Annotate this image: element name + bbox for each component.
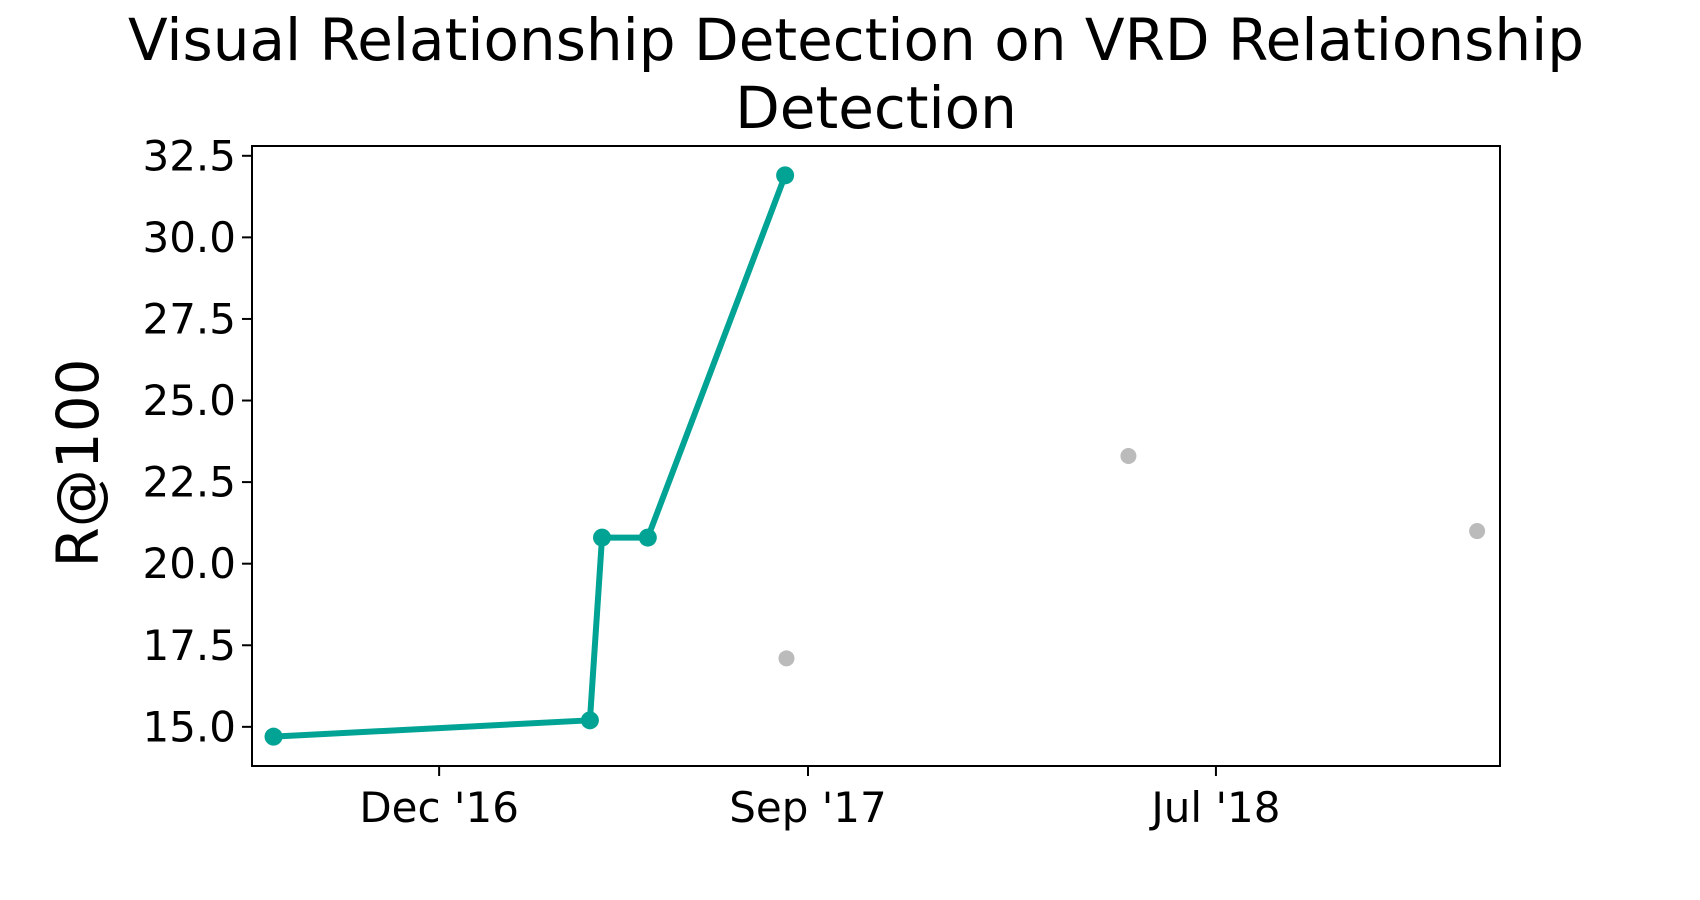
other-point: [778, 650, 795, 667]
x-tick-label: Dec '16: [359, 783, 519, 832]
y-tick-label: 30.0: [142, 213, 236, 262]
plot-area: 15.0 17.5 20.0 22.5 25.0 27.5 30.0 32.5 Dec '16 S…: [142, 131, 1501, 832]
y-tick-label: 25.0: [142, 376, 236, 425]
y-axis-label: R@100: [44, 358, 112, 567]
sota-line: [270, 172, 789, 740]
sota-point: [776, 166, 795, 185]
y-tick-label: 20.0: [142, 539, 236, 588]
sota-point: [638, 528, 657, 547]
y-tick-label: 15.0: [142, 702, 236, 751]
chart-title: Visual Relationship Detection on VRD Rel…: [128, 6, 1584, 142]
x-tick-label: Sep '17: [729, 783, 887, 832]
sota-point: [580, 711, 599, 730]
chart-title-line-1: Visual Relationship Detection on VRD Rel…: [128, 6, 1584, 74]
y-tick-label: 22.5: [142, 458, 236, 507]
other-point: [1469, 523, 1486, 540]
sota-point: [593, 528, 612, 547]
sota-point: [264, 727, 283, 746]
y-tick-label: 27.5: [142, 294, 236, 343]
x-tick-label: Jul '18: [1148, 783, 1280, 832]
y-tick-label: 17.5: [142, 621, 236, 670]
plot-frame: [251, 145, 1501, 767]
y-tick-label: 32.5: [142, 131, 236, 180]
other-point: [1120, 448, 1137, 464]
chart-title-line-2: Detection: [735, 74, 1017, 142]
